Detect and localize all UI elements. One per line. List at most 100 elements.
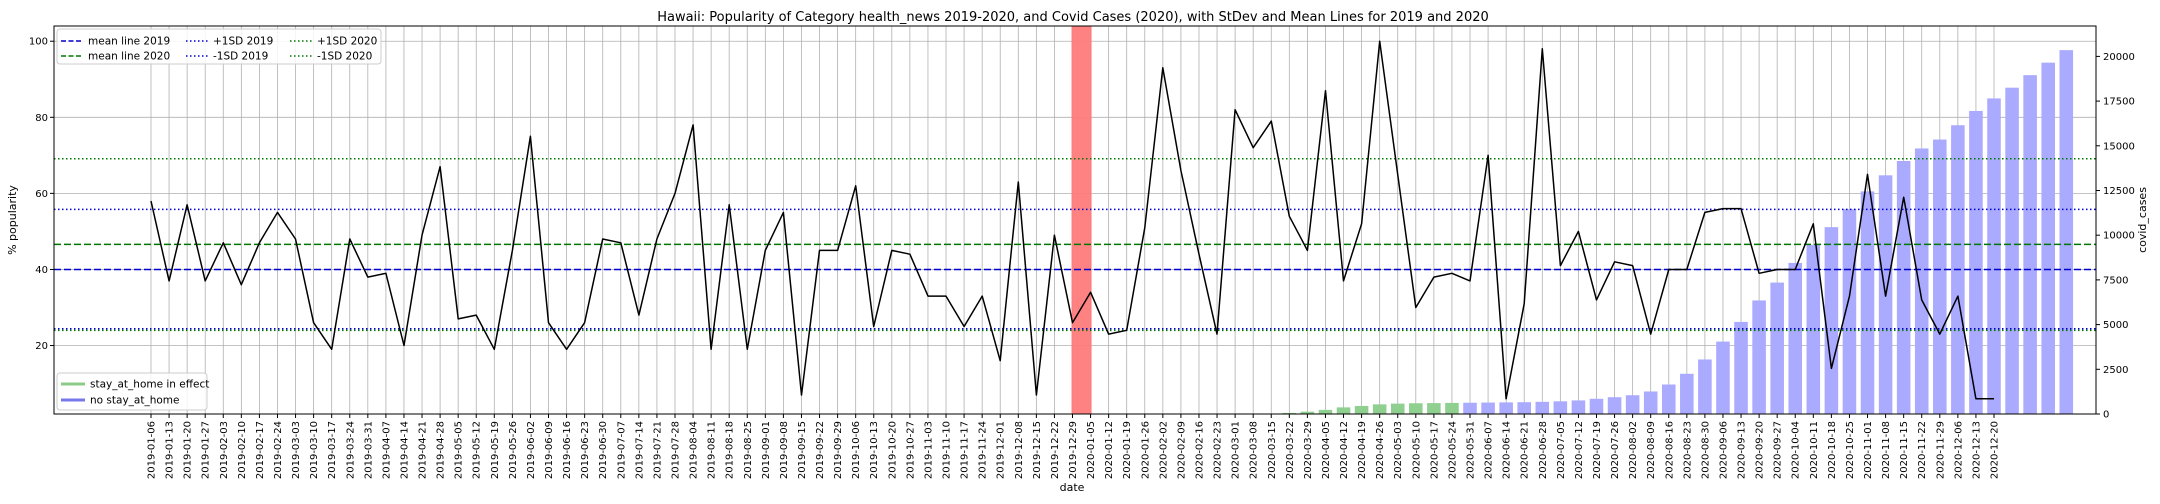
x-tick-label: 2019-02-03: [219, 421, 230, 479]
covid-bar: [2041, 62, 2055, 414]
y2-axis-title: covid_cases: [2136, 187, 2149, 253]
x-tick-label: 2020-10-25: [1845, 421, 1856, 479]
x-tick-label: 2019-04-07: [381, 421, 392, 479]
x-tick-label: 2020-05-03: [1393, 421, 1404, 479]
x-tick-label: 2020-06-07: [1484, 421, 1495, 479]
covid-bar: [1354, 405, 1369, 414]
covid-bar: [1752, 300, 1766, 414]
x-tick-label: 2020-05-31: [1466, 421, 1477, 479]
x-tick-label: 2020-09-06: [1718, 421, 1729, 479]
x-tick-label: 2020-01-26: [1140, 421, 1151, 479]
x-tick-label: 2019-01-13: [165, 421, 176, 479]
plot-frame: [53, 25, 2097, 415]
x-tick-label: 2019-07-07: [616, 421, 627, 479]
x-tick-label: 2019-03-10: [309, 421, 320, 479]
covid-bar: [1318, 409, 1333, 414]
x-tick-label: 2019-09-01: [761, 421, 772, 479]
x-tick-label: 2019-08-25: [743, 421, 754, 479]
x-tick-label: 2020-02-02: [1158, 421, 1169, 479]
y-tick-label: 20: [35, 341, 48, 352]
y2-tick-label: 7500: [2103, 275, 2128, 286]
x-tick-label: 2020-07-26: [1610, 421, 1621, 479]
x-tick-label: 2019-12-08: [1014, 421, 1025, 479]
y-axis-ticks: 20 40 60 80 100: [29, 37, 54, 352]
covid-bar: [1987, 98, 2001, 415]
x-tick-label: 2019-06-16: [562, 421, 573, 479]
x-tick-label: 2019-03-03: [291, 421, 302, 479]
x-tick-label: 2020-04-19: [1357, 421, 1368, 479]
x-tick-label: 2019-07-28: [670, 421, 681, 479]
x-tick-label: 2019-11-10: [942, 421, 953, 479]
covid-bar: [1734, 321, 1748, 414]
x-tick-label: 2020-03-15: [1267, 421, 1278, 479]
x-tick-label: 2020-01-12: [1104, 421, 1115, 479]
x-tick-label: 2020-12-06: [1953, 421, 1964, 479]
x-tick-label: 2019-07-14: [634, 421, 645, 479]
x-tick-label: 2020-09-20: [1755, 421, 1766, 479]
x-tick-label: 2019-01-20: [183, 421, 194, 479]
reference-lines: [54, 158, 2096, 332]
x-tick-label: 2019-12-15: [1032, 421, 1043, 479]
x-tick-label: 2020-06-28: [1538, 421, 1549, 479]
y-tick-label: 100: [29, 37, 48, 48]
x-tick-label: 2019-12-22: [1050, 421, 1061, 479]
x-tick-label: 2019-05-05: [454, 421, 465, 479]
x-tick-label: 2020-08-23: [1682, 421, 1693, 479]
x-tick-label: 2019-04-21: [418, 421, 429, 479]
x-tick-label: 2019-09-08: [779, 421, 790, 479]
x-tick-label: 2020-06-14: [1502, 421, 1513, 479]
legend-line-label: +1SD 2019: [213, 36, 273, 48]
x-tick-label: 2020-08-09: [1646, 421, 1657, 479]
x-tick-label: 2020-12-13: [1971, 421, 1982, 479]
y2-tick-label: 5000: [2103, 320, 2128, 331]
x-tick-label: 2020-03-08: [1249, 421, 1260, 479]
shaded-region: [1071, 26, 1092, 414]
x-tick-label: 2020-04-26: [1375, 421, 1386, 479]
x-tick-label: 2019-03-31: [363, 421, 374, 479]
x-tick-label: 2019-12-29: [1068, 421, 1079, 479]
covid-bar: [1698, 359, 1712, 414]
x-tick-label: 2019-10-20: [887, 421, 898, 479]
legend-box: [56, 28, 382, 65]
x-tick-label: 2020-10-04: [1791, 421, 1802, 479]
x-tick-label: 2019-01-27: [201, 421, 212, 479]
covid-bar: [1535, 401, 1550, 414]
y2-tick-label: 15000: [2103, 141, 2135, 152]
x-tick-label: 2020-10-11: [1809, 421, 1820, 479]
x-tick-label: 2019-11-03: [923, 421, 934, 479]
x-tick-label: 2020-11-08: [1881, 421, 1892, 479]
covid-bar: [1282, 412, 1297, 414]
covid-bar: [1770, 282, 1784, 414]
covid-bar: [1680, 373, 1694, 414]
covid-bar: [1409, 403, 1423, 414]
x-tick-label: 2020-06-21: [1520, 421, 1531, 479]
covid-bar: [1625, 395, 1640, 414]
covid-bar: [1481, 402, 1495, 414]
x-tick-label: 2020-05-10: [1411, 421, 1422, 479]
y-tick-label: 80: [35, 113, 48, 124]
covid-bar: [1860, 191, 1875, 414]
grid-lines: [54, 26, 2096, 414]
covid-bar: [1969, 110, 1983, 414]
x-tick-label: 2020-04-05: [1321, 421, 1332, 479]
x-tick-label: 2020-07-12: [1574, 421, 1585, 479]
covid-bar: [1643, 391, 1658, 414]
x-tick-label: 2020-08-02: [1628, 421, 1639, 479]
covid-bar: [1589, 398, 1604, 414]
x-tick-label: 2019-12-01: [996, 421, 1007, 479]
legend-box: [56, 372, 208, 411]
covid-bar: [1427, 403, 1441, 414]
x-tick-label: 2019-02-24: [273, 421, 284, 479]
x-tick-label: 2019-01-06: [147, 421, 158, 479]
x-tick-label: 2019-07-21: [652, 421, 663, 479]
x-tick-label: 2019-10-13: [869, 421, 880, 479]
covid-bar: [1445, 402, 1459, 414]
plot-layer: 20 40 60 80 100 0 2500 5000 7500 10000 12500 15000 1…: [29, 25, 2135, 479]
x-axis-ticks: 2019-01-06 2019-01-13 2019-01-20 2019-01-27…: [147, 414, 2001, 479]
x-tick-label: 2019-03-17: [327, 421, 338, 479]
x-tick-label: 2019-05-19: [490, 421, 501, 479]
x-tick-label: 2019-02-17: [255, 421, 266, 479]
x-tick-label: 2019-08-04: [689, 421, 700, 479]
covid-bar: [1571, 400, 1586, 414]
